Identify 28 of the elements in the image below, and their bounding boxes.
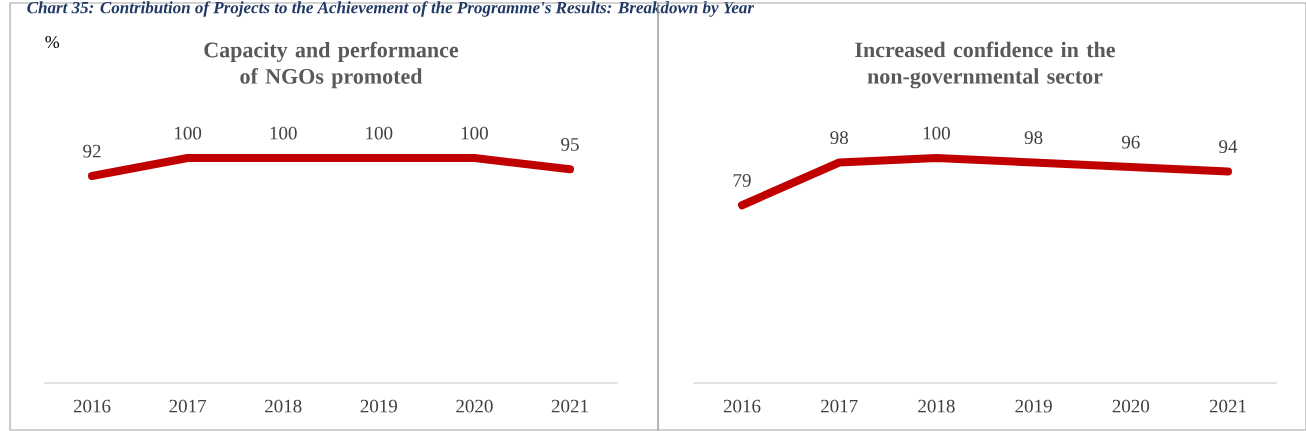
data-label: 100 (923, 126, 950, 140)
x-tick-label: 2019 (1015, 399, 1052, 413)
x-tick-label: 2017 (169, 399, 207, 413)
x-tick-label: 2018 (265, 399, 302, 413)
data-label: 100 (270, 126, 297, 140)
data-label: 96 (1121, 135, 1140, 149)
x-tick-label: 2020 (1112, 399, 1150, 413)
data-label: 92 (83, 144, 101, 158)
chart-title: Capacity and performance of NGOs promoted (204, 41, 459, 89)
chart-title: Increased confidence in the non-governmental sector (855, 41, 1115, 89)
data-label: 95 (561, 138, 579, 151)
data-label: 79 (733, 174, 751, 187)
x-tick-label: 2017 (821, 399, 858, 413)
y-axis-title: % (45, 35, 60, 49)
data-label: 100 (461, 126, 488, 140)
caption: Chart 35: Contribution of Projects to the Achievement of the Programme's Results: Breakdown by Year (27, 1, 755, 17)
x-tick-label: 2016 (73, 399, 111, 413)
data-label: 100 (366, 126, 393, 140)
x-tick-label: 2021 (551, 399, 588, 413)
data-label: 94 (1219, 140, 1238, 154)
x-tick-label: 2018 (918, 399, 955, 413)
x-tick-label: 2019 (360, 399, 398, 413)
x-tick-label: 2016 (723, 399, 761, 413)
data-label: 98 (830, 131, 848, 145)
x-tick-label: 2020 (456, 399, 493, 413)
x-tick-label: 2021 (1209, 399, 1246, 413)
data-label: 98 (1024, 131, 1043, 145)
data-label: 100 (175, 126, 202, 140)
